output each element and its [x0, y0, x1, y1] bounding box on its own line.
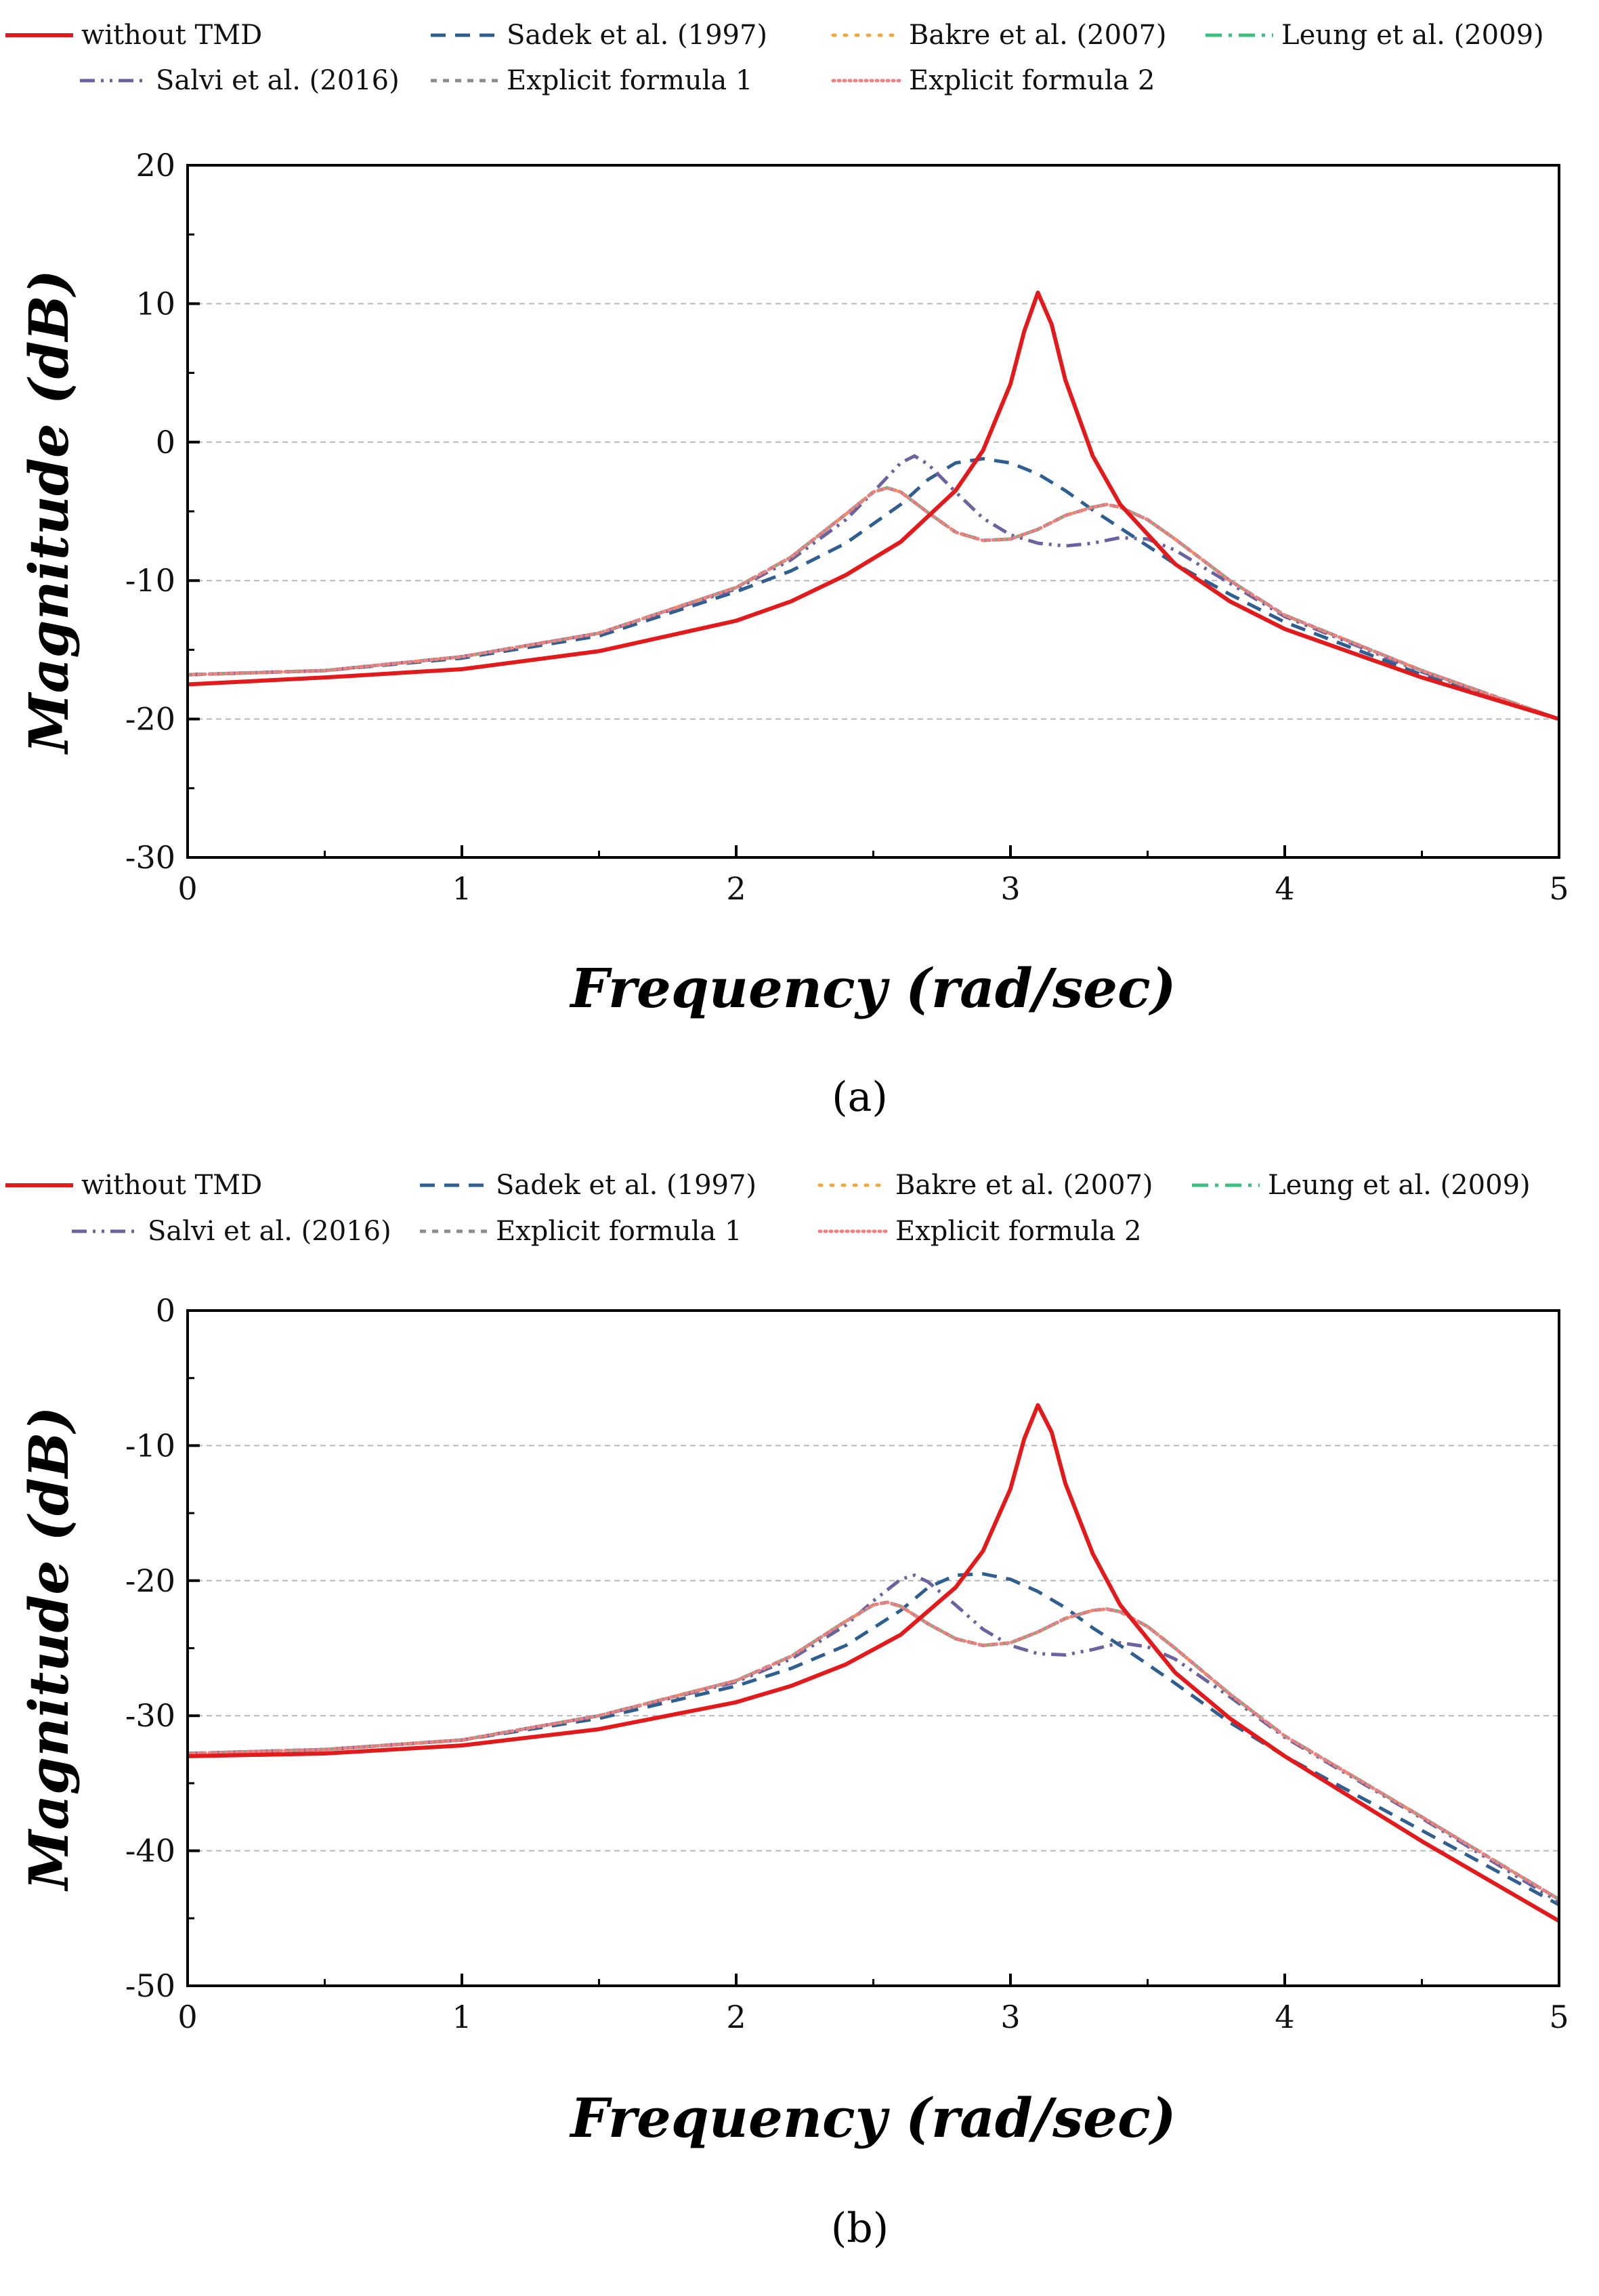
panel-label: (b)	[831, 2205, 889, 2252]
x-tick-label: 5	[1549, 1999, 1569, 2035]
legend-label: without TMD	[81, 20, 262, 51]
y-tick-label: -30	[125, 1697, 175, 1734]
series-line-explicit-formula-2	[188, 1600, 1559, 1901]
x-axis-title: Frequency (rad/sec)	[569, 2086, 1176, 2150]
y-tick-label: -10	[125, 1427, 175, 1464]
series-group	[188, 291, 1559, 721]
legend-label: Explicit formula 2	[909, 65, 1155, 96]
legend: without TMD Sadek et al. (1997) Bakre et a…	[5, 20, 1544, 96]
series-line-salvi-et-al-2016	[188, 1573, 1559, 1904]
legend-label: Leung et al. (2009)	[1281, 20, 1544, 51]
series-line-sadek-et-al-1997	[188, 456, 1559, 721]
y-tick-label: 10	[135, 285, 175, 322]
legend-label: Explicit formula 1	[496, 1216, 742, 1247]
y-tick-label: 0	[156, 1292, 175, 1329]
x-axis-title: Frequency (rad/sec)	[569, 956, 1176, 1020]
legend-label: Bakre et al. (2007)	[895, 1170, 1153, 1201]
x-tick-label: 3	[1000, 1999, 1020, 2035]
x-tick-label: 0	[177, 1999, 197, 2035]
legend-label: without TMD	[81, 1170, 262, 1201]
series-line-sadek-et-al-1997	[188, 1572, 1559, 1907]
x-tick-label: 2	[726, 870, 746, 907]
legend-label: Explicit formula 2	[895, 1216, 1141, 1247]
legend-label: Sadek et al. (1997)	[496, 1170, 756, 1201]
y-tick-label: 20	[135, 147, 175, 184]
x-tick-label: 5	[1549, 870, 1569, 907]
y-tick-label: -40	[125, 1833, 175, 1869]
panel-label: (a)	[832, 1073, 888, 1121]
y-tick-label: -20	[125, 1562, 175, 1599]
x-tick-label: 4	[1275, 1999, 1294, 2035]
chart-panel-b: 0 1 2 3 4 5 -50 -40 -30 -20 -10 0 Frequency (rad/sec…	[5, 1170, 1569, 2252]
y-tick-label: -30	[125, 839, 175, 876]
series-line-without-tmd	[188, 291, 1559, 721]
chart-panel-a: 0 1 2 3 4 5 -30 -20 -10 0 10 20 Frequency (rad/sec) M…	[5, 20, 1569, 1121]
x-tick-label: 2	[726, 1999, 746, 2035]
series-line-salvi-et-al-2016	[188, 454, 1559, 721]
series-line-without-tmd	[188, 1403, 1559, 1923]
legend-label: Sadek et al. (1997)	[507, 20, 767, 51]
y-axis-title: Magnitude (dB)	[17, 270, 81, 755]
y-tick-label: 0	[156, 424, 175, 461]
legend-label: Salvi et al. (2016)	[156, 65, 400, 96]
legend-label: Salvi et al. (2016)	[148, 1216, 391, 1247]
x-tick-label: 1	[452, 870, 471, 907]
x-tick-label: 0	[177, 870, 197, 907]
legend-label: Bakre et al. (2007)	[909, 20, 1167, 51]
y-tick-label: -50	[125, 1968, 175, 2004]
series-group	[188, 1403, 1559, 1923]
y-axis-title: Magnitude (dB)	[17, 1407, 81, 1892]
legend: without TMD Sadek et al. (1997) Bakre et a…	[5, 1170, 1531, 1247]
x-tick-label: 3	[1000, 870, 1020, 907]
x-tick-label: 4	[1275, 870, 1294, 907]
plot-frame	[186, 164, 1560, 859]
series-line-explicit-formula-2	[188, 486, 1559, 721]
legend-label: Leung et al. (2009)	[1268, 1170, 1531, 1201]
y-tick-label: -10	[125, 562, 175, 599]
legend-label: Explicit formula 1	[507, 65, 752, 96]
y-tick-label: -20	[125, 701, 175, 738]
x-tick-label: 1	[452, 1999, 471, 2035]
